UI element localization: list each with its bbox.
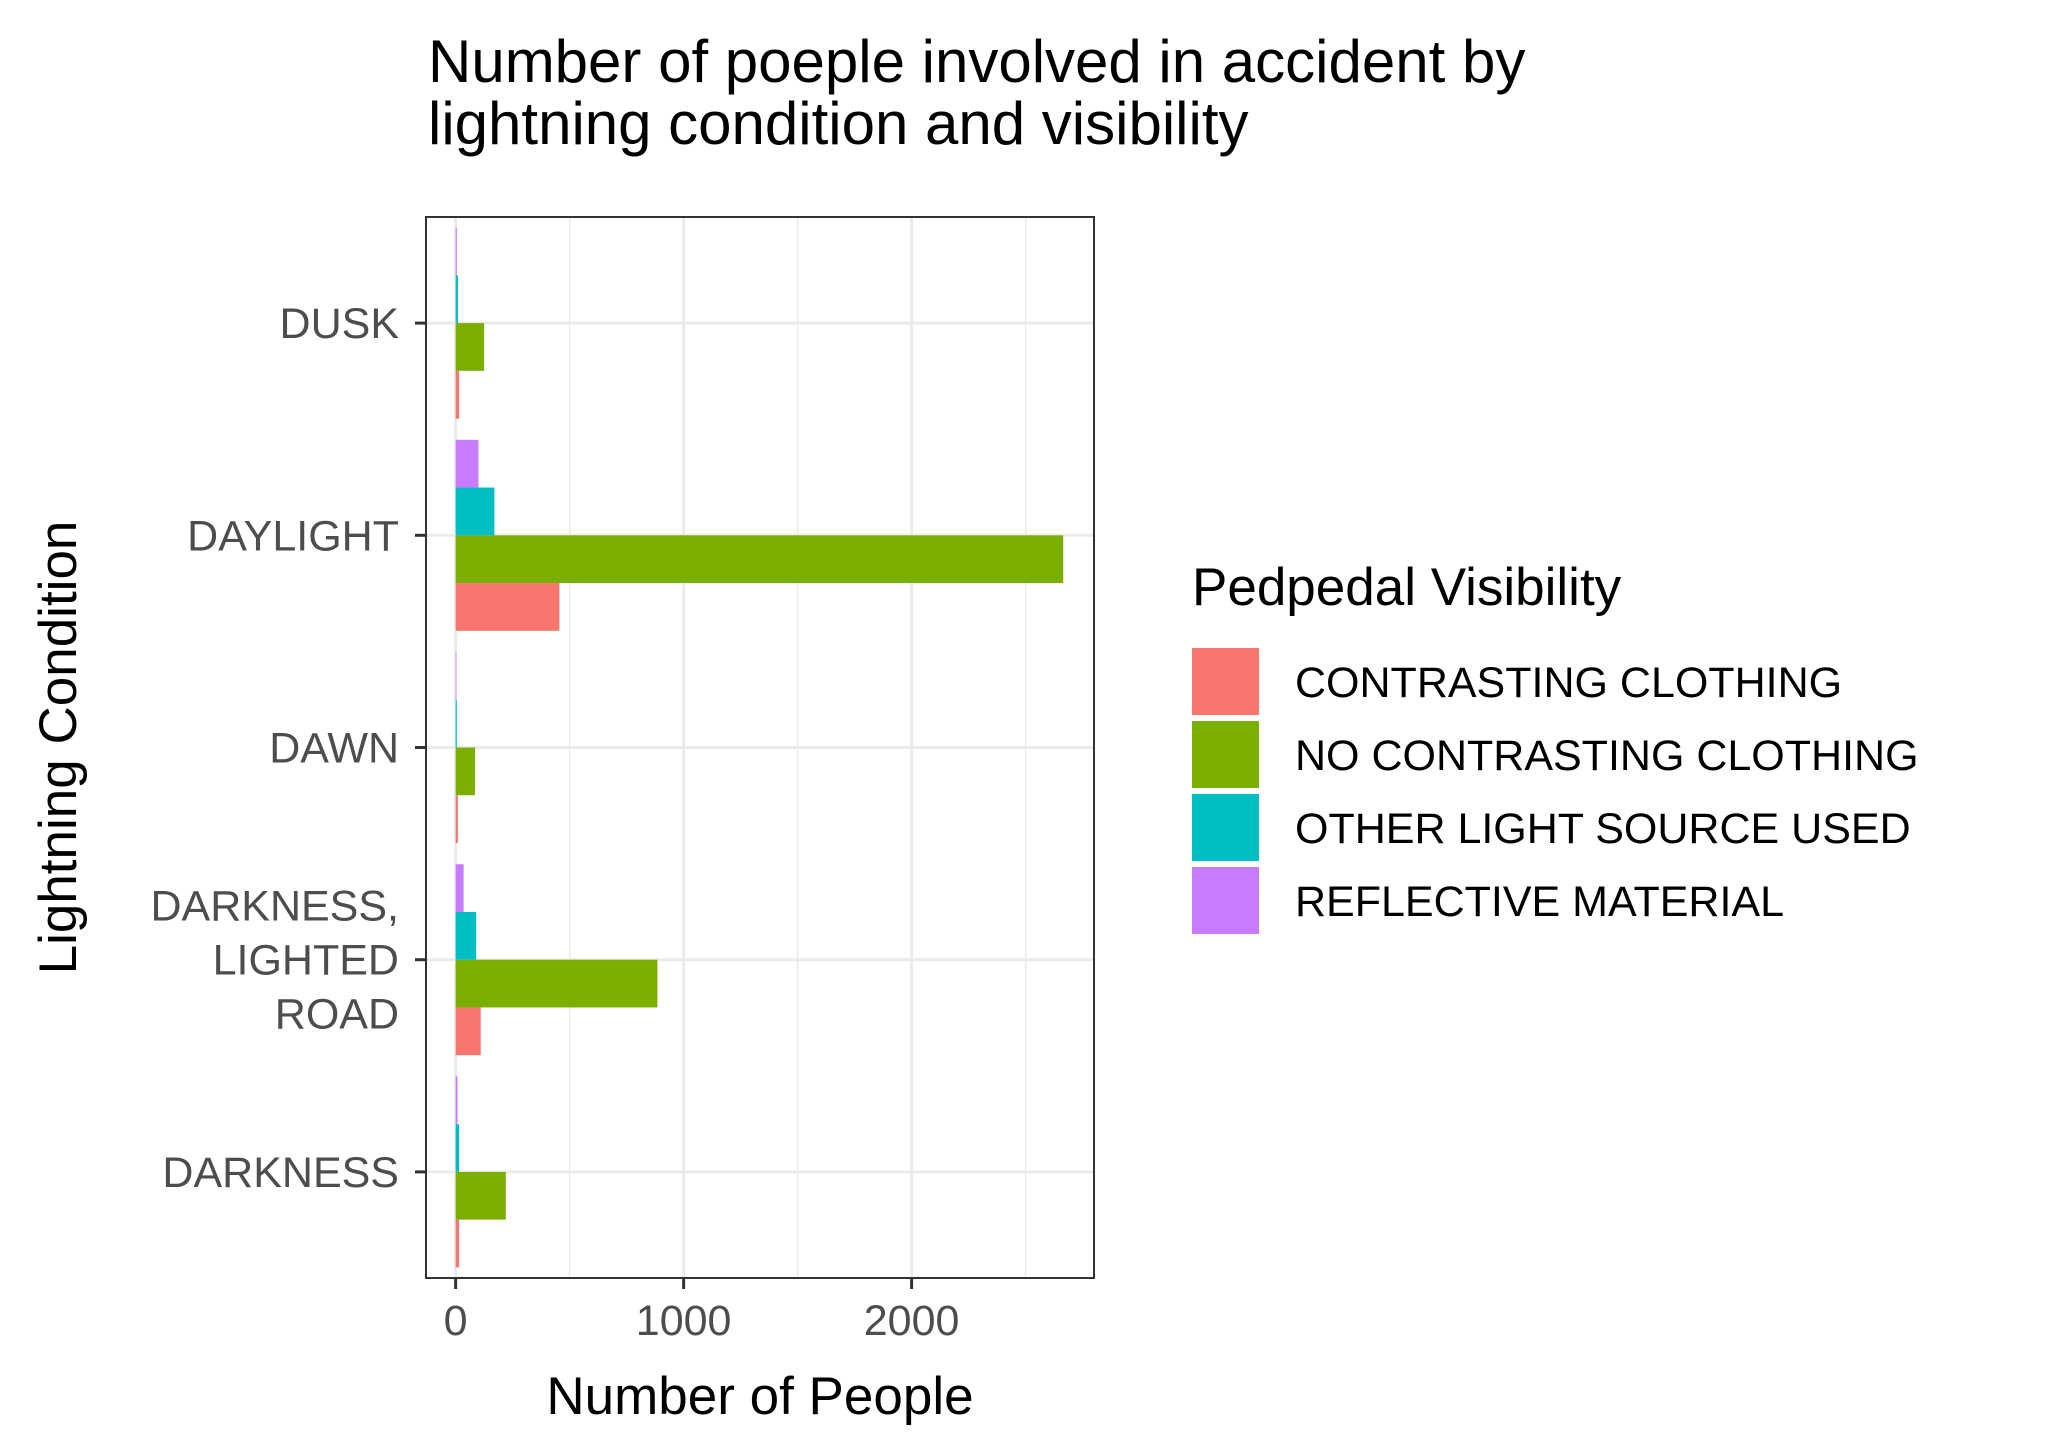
bar [455,699,457,748]
x-axis-title: Number of People [546,1367,973,1426]
y-tick-label: DUSK [280,300,400,348]
bar [455,1171,506,1220]
y-tick-label: DAYLIGHT [187,512,399,560]
legend: Pedpedal Visibility CONTRASTING CLOTHING N… [1192,558,1919,934]
legend-key [1192,648,1259,715]
bar [455,439,479,488]
y-axis: DUSK DAYLIGHT DAWN DARKNESS, LIGHTED ROAD DARK… [150,300,426,1197]
bar [455,652,457,700]
chart-title: Number of poeple involved in accident by… [428,28,1525,157]
bar [455,370,460,419]
legend-title: Pedpedal Visibility [1192,558,1622,617]
y-tick-label: LIGHTED [213,937,399,985]
legend-key [1192,794,1259,861]
y-tick-label: DAWN [269,725,399,773]
x-tick-label: 2000 [864,1297,960,1345]
legend-key [1192,721,1259,788]
y-tick-label: ROAD [275,991,399,1039]
x-tick-label: 1000 [636,1297,732,1345]
bar [455,487,495,536]
bars [455,227,1064,1268]
bar [455,1007,481,1056]
bar [455,959,658,1008]
bar [455,1076,458,1125]
y-tick-label: DARKNESS, [150,883,399,931]
chart-title-line: lightning condition and visibility [428,90,1249,157]
x-tick-label: 0 [444,1297,468,1345]
bar [455,535,1064,584]
bar [455,747,476,796]
legend-key [1192,867,1259,934]
y-axis-title: Lightning Condition [29,521,88,975]
bar [455,1219,460,1268]
legend-label: OTHER LIGHT SOURCE USED [1295,805,1911,853]
bar [455,1124,460,1172]
bar [455,864,464,912]
bar [455,911,477,960]
bar [455,227,457,276]
bar [455,323,485,371]
y-tick-label: DARKNESS [162,1149,399,1197]
x-axis: 0 1000 2000 [444,1278,960,1345]
bar [455,795,458,843]
legend-label: CONTRASTING CLOTHING [1295,659,1842,707]
legend-label: REFLECTIVE MATERIAL [1295,878,1784,926]
bar [455,583,560,631]
legend-label: NO CONTRASTING CLOTHING [1295,732,1919,780]
chart-title-line: Number of poeple involved in accident by [428,28,1525,95]
bar [455,275,458,324]
